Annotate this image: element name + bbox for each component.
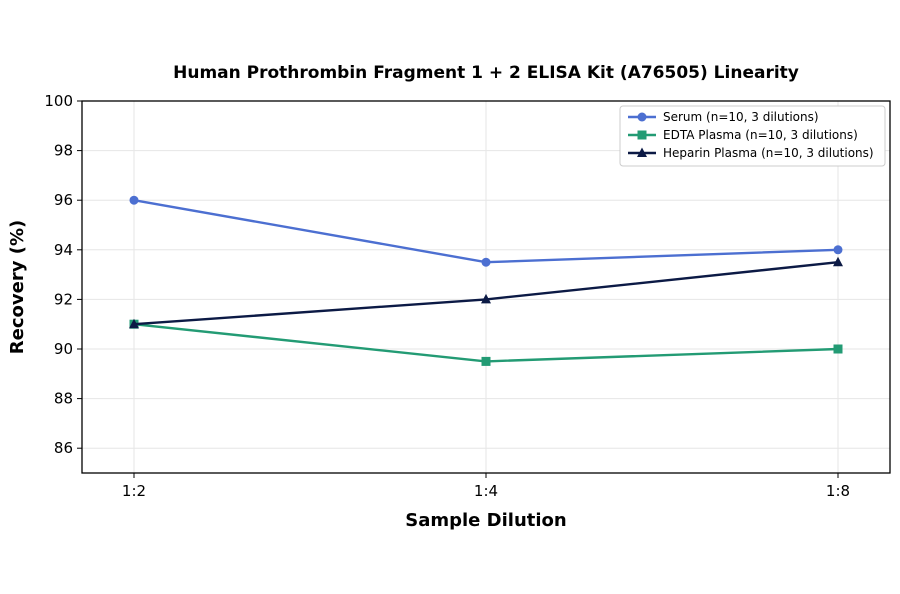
ticks: 86 88 90 92 94 96 98 100 1:2 1:4 1:8 — [44, 92, 850, 500]
legend: Serum (n=10, 3 dilutions) EDTA Plasma (n=… — [619, 105, 886, 167]
y-axis-label: Recovery (%) — [7, 220, 28, 354]
chart-title: Human Prothrombin Fragment 1 + 2 ELISA K… — [173, 63, 799, 83]
x-tick-label: 1:2 — [122, 482, 146, 500]
y-tick-label: 96 — [54, 191, 73, 209]
legend-label: Heparin Plasma (n=10, 3 dilutions) — [663, 146, 874, 160]
data-point — [129, 195, 139, 205]
y-tick-label: 88 — [54, 390, 73, 408]
series-3 — [129, 256, 843, 329]
data-point — [481, 356, 491, 366]
legend-marker — [637, 147, 647, 157]
legend-item: Heparin Plasma (n=10, 3 dilutions) — [628, 146, 874, 160]
legend-marker — [637, 112, 647, 122]
legend-item: EDTA Plasma (n=10, 3 dilutions) — [628, 128, 858, 142]
data-point — [833, 256, 843, 267]
legend-item: Serum (n=10, 3 dilutions) — [628, 110, 819, 124]
legend-label: EDTA Plasma (n=10, 3 dilutions) — [663, 128, 858, 142]
legend-marker — [637, 130, 647, 140]
x-tick-label: 1:8 — [826, 482, 850, 500]
data-point — [129, 318, 139, 329]
x-axis-label: Sample Dilution — [405, 510, 566, 531]
series-1 — [129, 195, 843, 267]
data-point — [833, 245, 843, 255]
y-tick-label: 92 — [54, 290, 73, 308]
data-point — [481, 257, 491, 267]
series-layer — [129, 195, 843, 366]
y-tick-label: 98 — [54, 142, 73, 160]
x-tick-label: 1:4 — [474, 482, 498, 500]
y-tick-label: 86 — [54, 439, 73, 457]
data-point — [481, 293, 491, 304]
legend-box — [619, 105, 886, 167]
y-tick-label: 94 — [54, 241, 73, 259]
legend-label: Serum (n=10, 3 dilutions) — [663, 110, 819, 124]
y-tick-label: 100 — [44, 92, 73, 110]
y-tick-label: 90 — [54, 340, 73, 358]
data-point — [833, 344, 843, 354]
